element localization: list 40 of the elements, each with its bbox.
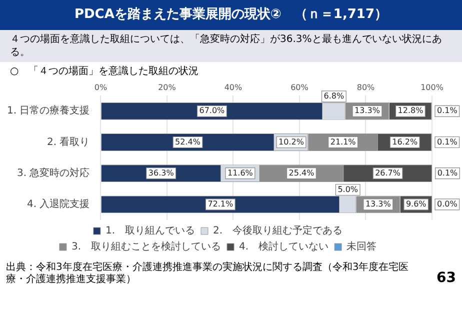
legend-label: 2. 今後取り組む予定である: [213, 224, 343, 237]
y-tick-label: 4. 入退院支援: [26, 198, 90, 210]
data-label: 11.6%: [227, 168, 254, 178]
x-tick-label: 20%: [158, 82, 176, 92]
data-label: 52.4%: [175, 137, 201, 146]
data-label: 5.0%: [338, 184, 358, 194]
data-label: 36.3%: [148, 168, 174, 178]
y-tick-label: 2. 看取り: [46, 136, 90, 148]
legend-label: 未回答: [346, 240, 377, 253]
data-label: 0.0%: [437, 200, 458, 209]
data-label: 13.3%: [365, 200, 392, 209]
legend-label: 4. 検討していない: [239, 240, 329, 253]
data-label: 10.2%: [278, 137, 304, 146]
data-label: 13.3%: [354, 106, 380, 116]
text: ○ 「４つの場面」を意識した取組の状況: [9, 64, 200, 78]
data-label: 9.6%: [406, 200, 427, 209]
data-label: 0.1%: [437, 137, 458, 146]
source-note: 出典：令和3年度在宅医療・介護連携推進事業の実施状況に関する調査（令和3年度在宅医療・介護連携推進支援事業）: [6, 262, 410, 286]
data-label: 21.1%: [330, 137, 356, 146]
data-label: 0.1%: [437, 168, 458, 178]
text: 63: [436, 270, 456, 286]
data-label: 25.4%: [288, 168, 315, 178]
data-label: 6.8%: [324, 92, 344, 101]
y-tick-label: 1. 日常の療養支援: [6, 104, 90, 117]
legend-label: 3. 取り組むことを検討している: [71, 240, 222, 253]
chart-subtitle: ４つの場面を意識した取組については、「急変時の対応」が36.3%と最も進んでいない状況にある。: [0, 30, 462, 62]
data-label: 0.1%: [437, 106, 458, 116]
data-label: 16.2%: [392, 137, 418, 146]
legend-label: 1. 取り組んでいる: [105, 226, 196, 237]
x-tick-label: 0%: [94, 82, 108, 92]
data-label: 26.7%: [375, 168, 401, 178]
data-label: 12.8%: [398, 106, 424, 116]
data-label: 67.0%: [199, 106, 226, 116]
x-tick-label: 100%: [420, 82, 444, 92]
chart-title: PDCAを踏まえた事業展開の現状② （ｎ＝1,717）: [0, 0, 462, 30]
x-tick-label: 80%: [356, 82, 376, 92]
x-tick-label: 60%: [290, 82, 309, 92]
x-tick-label: 40%: [224, 82, 243, 92]
y-tick-label: 3. 急変時の対応: [16, 166, 90, 179]
data-label: 72.1%: [208, 200, 234, 209]
